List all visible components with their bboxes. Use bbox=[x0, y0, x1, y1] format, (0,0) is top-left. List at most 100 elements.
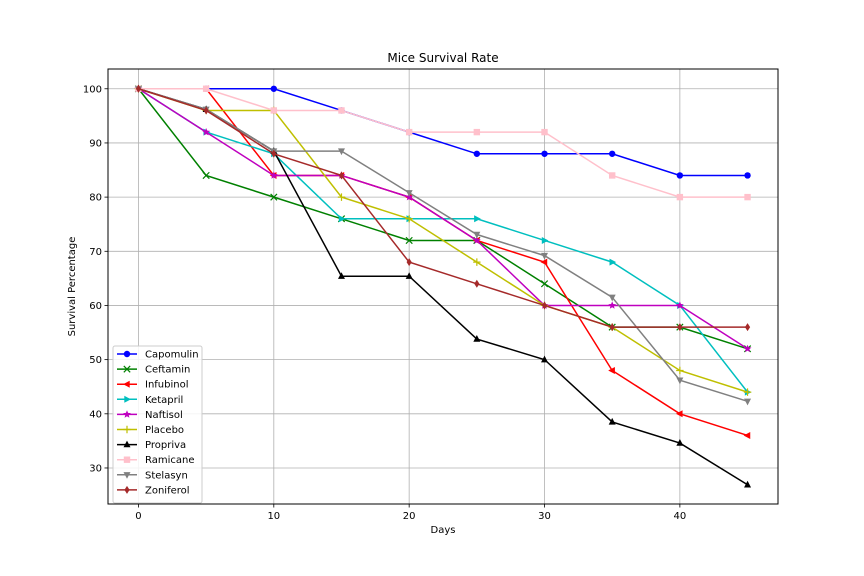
y-tick-label: 70 bbox=[89, 247, 102, 258]
data-point bbox=[202, 171, 210, 180]
legend-marker bbox=[123, 472, 131, 479]
legend-label: Ketapril bbox=[145, 395, 183, 406]
data-point bbox=[338, 107, 345, 114]
series-line-placebo bbox=[138, 88, 748, 393]
legend-item-zoniferol: Zoniferol bbox=[117, 485, 190, 496]
data-point bbox=[676, 366, 684, 375]
legend-item-capomulin: Capomulin bbox=[117, 350, 199, 361]
data-point bbox=[202, 128, 211, 136]
data-point bbox=[540, 280, 549, 288]
data-point bbox=[608, 172, 616, 179]
data-point bbox=[270, 193, 278, 201]
data-point bbox=[675, 410, 683, 418]
legend-marker bbox=[123, 425, 131, 434]
legend-item-ramicane: Ramicane bbox=[117, 455, 195, 466]
data-point bbox=[541, 355, 549, 363]
data-point bbox=[675, 301, 684, 309]
data-point bbox=[676, 193, 684, 201]
x-tick-label: 30 bbox=[538, 511, 551, 522]
data-point bbox=[541, 301, 548, 310]
data-point bbox=[744, 480, 752, 488]
data-point bbox=[473, 258, 481, 266]
axes-frame bbox=[107, 68, 779, 505]
series-stelasyn bbox=[134, 86, 752, 406]
axis-ticks: 0 10 20 30 40 30 40 50 60 70 80 90 100 bbox=[83, 84, 686, 522]
legend-box bbox=[112, 345, 203, 504]
data-point bbox=[743, 431, 751, 439]
series-line-naftisol bbox=[138, 88, 748, 350]
legend-marker bbox=[123, 456, 131, 463]
legend-item-stelasyn: Stelasyn bbox=[117, 470, 188, 481]
legend-item-placebo: Placebo bbox=[117, 425, 184, 436]
data-point bbox=[405, 272, 413, 279]
legend-item-propriva: Propriva bbox=[117, 440, 186, 451]
data-point bbox=[608, 417, 616, 425]
legend-item-naftisol: Naftisol bbox=[117, 410, 183, 421]
data-point bbox=[609, 258, 617, 266]
data-point bbox=[743, 388, 752, 396]
data-point bbox=[202, 85, 210, 92]
data-point bbox=[676, 377, 684, 385]
data-point bbox=[405, 215, 413, 223]
series-ramicane bbox=[135, 85, 751, 201]
data-point bbox=[270, 85, 278, 92]
data-point bbox=[474, 215, 481, 223]
data-point bbox=[405, 128, 413, 136]
legend-label: Ceftamin bbox=[145, 365, 190, 376]
data-point bbox=[203, 106, 209, 115]
data-point bbox=[405, 236, 413, 245]
legend-marker bbox=[123, 380, 130, 388]
data-point bbox=[541, 236, 549, 244]
data-point bbox=[608, 366, 615, 374]
data-point bbox=[405, 190, 413, 197]
data-point bbox=[609, 323, 615, 332]
data-point bbox=[608, 150, 616, 157]
legend-marker bbox=[123, 365, 131, 373]
legend-marker bbox=[124, 485, 130, 494]
data-point bbox=[744, 193, 751, 201]
series-line-zoniferol bbox=[138, 88, 748, 328]
x-tick-label: 0 bbox=[135, 511, 141, 522]
data-point bbox=[271, 149, 277, 158]
data-point bbox=[744, 172, 751, 179]
chart-title: Mice Survival Rate bbox=[387, 51, 498, 65]
legend-label: Naftisol bbox=[145, 410, 183, 421]
x-tick-label: 40 bbox=[674, 511, 687, 522]
data-point bbox=[676, 172, 684, 179]
data-point bbox=[541, 252, 549, 260]
data-point bbox=[337, 193, 346, 201]
y-tick-label: 50 bbox=[89, 355, 102, 366]
series-line-ramicane bbox=[138, 88, 748, 198]
data-point bbox=[269, 171, 278, 179]
legend-item-infubinol: Infubinol bbox=[117, 380, 189, 391]
legend-marker bbox=[123, 350, 131, 358]
y-tick-label: 100 bbox=[83, 84, 102, 95]
data-point bbox=[338, 171, 345, 180]
data-point bbox=[540, 258, 548, 266]
data-point bbox=[744, 323, 751, 332]
legend-label: Propriva bbox=[145, 440, 186, 451]
legend-marker bbox=[123, 410, 131, 418]
data-point bbox=[608, 294, 616, 302]
series-line-capomulin bbox=[138, 88, 748, 177]
y-tick-label: 60 bbox=[89, 301, 102, 312]
grid-lines bbox=[108, 69, 778, 504]
data-point bbox=[541, 128, 548, 136]
series-line-stelasyn bbox=[138, 88, 748, 403]
data-point bbox=[338, 215, 346, 223]
data-point bbox=[337, 148, 345, 156]
x-tick-label: 20 bbox=[403, 511, 416, 522]
data-point bbox=[743, 344, 752, 353]
data-point bbox=[608, 301, 617, 309]
data-point bbox=[406, 258, 412, 267]
legend-label: Ramicane bbox=[145, 455, 195, 466]
data-point bbox=[337, 272, 345, 279]
data-point bbox=[135, 84, 142, 93]
data-point bbox=[473, 335, 481, 342]
y-tick-label: 80 bbox=[89, 193, 102, 204]
legend-label: Placebo bbox=[145, 425, 184, 436]
y-tick-label: 90 bbox=[89, 138, 102, 149]
legend-label: Infubinol bbox=[145, 380, 189, 391]
legend-label: Stelasyn bbox=[145, 470, 188, 481]
